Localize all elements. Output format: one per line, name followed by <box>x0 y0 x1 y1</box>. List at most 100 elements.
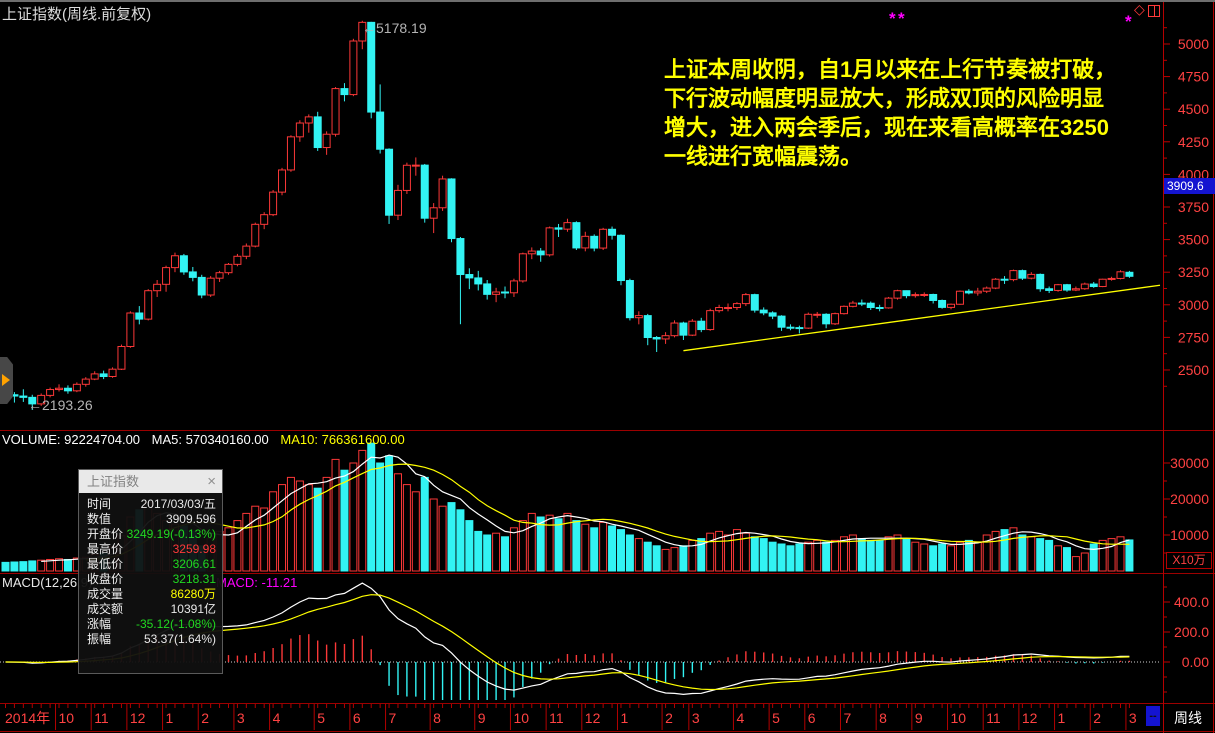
sidebar-collapse-handle[interactable] <box>0 357 13 404</box>
peak-price-label: ←5178.19 <box>362 20 427 36</box>
volume-bar <box>920 543 929 572</box>
marker-star-icon: * <box>889 9 896 28</box>
volume-bar <box>1009 527 1018 572</box>
candle-body <box>724 307 733 310</box>
diamond-tool-icon[interactable]: ◇ <box>1134 1 1145 17</box>
volume-bar <box>572 520 581 572</box>
volume-bar <box>1080 552 1089 572</box>
tooltip-row-value: 3249.19(-0.13%) <box>126 527 216 541</box>
month-label: 10 <box>513 710 529 726</box>
volume-bar <box>563 512 572 572</box>
candle-body <box>37 394 46 405</box>
close-icon[interactable]: × <box>207 473 216 490</box>
month-label: 12 <box>585 710 601 726</box>
candle-body <box>1098 278 1107 288</box>
candle-body <box>875 307 884 310</box>
volume-bar <box>429 498 438 572</box>
candle-body <box>652 337 661 340</box>
right-axis-border <box>1163 0 1164 733</box>
volume-bar <box>902 538 911 572</box>
month-label: 3 <box>692 710 700 726</box>
volume-bar <box>10 561 19 572</box>
month-label: 4 <box>736 710 744 726</box>
candle-body <box>420 164 429 219</box>
price-axis-label: 4750 <box>1178 69 1209 85</box>
volume-bar <box>304 484 313 572</box>
volume-bar <box>643 541 652 572</box>
candle-body <box>162 267 171 285</box>
tooltip-row-label: 收盘价 <box>87 572 124 586</box>
volume-bar <box>492 532 501 572</box>
price-axis-label: 3500 <box>1178 232 1209 248</box>
tooltip-row-label: 成交额 <box>87 602 124 616</box>
analyst-note: 上证本周收阴，自1月以来在上行节奏被打破， 下行波动幅度明显放大，形成双顶的风险… <box>664 55 1116 171</box>
candle-body <box>750 294 759 311</box>
month-label: 10 <box>951 710 967 726</box>
analyst-note-line-2: 下行波动幅度明显放大，形成双顶的风险明显 <box>664 86 1105 111</box>
analyst-note-line-1: 上证本周收阴，自1月以来在上行节奏被打破， <box>664 57 1117 82</box>
tooltip-row: 收盘价 3218.31 <box>79 572 222 587</box>
candle-body <box>518 253 527 282</box>
volume-bar <box>955 541 964 572</box>
volume-axis-label: 20000 <box>1170 491 1209 507</box>
volume-bar <box>750 536 759 572</box>
quote-tooltip-panel[interactable]: 上证指数 × 时间 2017/03/03/五 数值 3909.596 开盘价 3249.1… <box>78 469 223 674</box>
candle-body <box>706 310 715 331</box>
volume-axis-label: 30000 <box>1170 455 1209 471</box>
volume-bar <box>661 548 670 572</box>
candle-body <box>938 299 947 308</box>
volume-ma10-line <box>85 463 1130 561</box>
month-label: 11 <box>94 710 109 726</box>
month-label: 10 <box>59 710 75 726</box>
candle-body <box>536 250 545 256</box>
volume-bar <box>715 530 724 572</box>
volume-bar <box>313 487 322 572</box>
volume-unit-label: X10万 <box>1166 552 1212 569</box>
volume-bar <box>46 558 55 572</box>
candle-body <box>188 271 197 278</box>
volume-bar <box>456 509 465 572</box>
volume-bar <box>1116 536 1125 572</box>
candle-body <box>1045 288 1054 291</box>
candle-body <box>286 136 295 171</box>
window-tool-icon[interactable] <box>1148 5 1160 17</box>
candle-body <box>1125 271 1134 277</box>
volume-bar <box>233 520 242 572</box>
marker-star-icon: * <box>1125 12 1132 31</box>
month-label: 5 <box>317 710 325 726</box>
candle-body <box>608 228 617 236</box>
candle-body <box>822 313 831 325</box>
candle-body <box>206 277 215 296</box>
candle-body <box>759 309 768 314</box>
volume-bar <box>911 541 920 572</box>
candle-body <box>501 291 510 294</box>
low-price-label: ←2193.26 <box>28 397 93 413</box>
volume-bar <box>242 512 251 572</box>
candle-body <box>715 307 724 312</box>
volume-bar <box>278 484 287 572</box>
candle-body <box>126 312 135 348</box>
candle-body <box>795 327 804 330</box>
candle-body <box>456 238 465 276</box>
volume-bar <box>1036 538 1045 572</box>
price-axis-label: 4250 <box>1178 134 1209 150</box>
candle-body <box>72 383 81 392</box>
volume-bar <box>1098 539 1107 572</box>
volume-axis-label: 10000 <box>1170 527 1209 543</box>
volume-bar <box>581 523 590 572</box>
tooltip-row-value: 3206.61 <box>172 557 216 571</box>
tooltip-row-label: 最高价 <box>87 542 124 556</box>
candle-body <box>670 322 679 337</box>
tooltip-row-value: 86280万 <box>170 587 216 601</box>
bottom-border <box>0 731 1215 732</box>
volume-bar <box>804 541 813 572</box>
volume-bar <box>848 534 857 572</box>
candle-body <box>839 305 848 315</box>
volume-bar <box>652 545 661 572</box>
month-label: 11 <box>549 710 564 726</box>
month-label: 12 <box>1022 710 1038 726</box>
candle-body <box>215 272 224 279</box>
volume-bar <box>929 545 938 572</box>
volume-bar <box>393 473 402 572</box>
